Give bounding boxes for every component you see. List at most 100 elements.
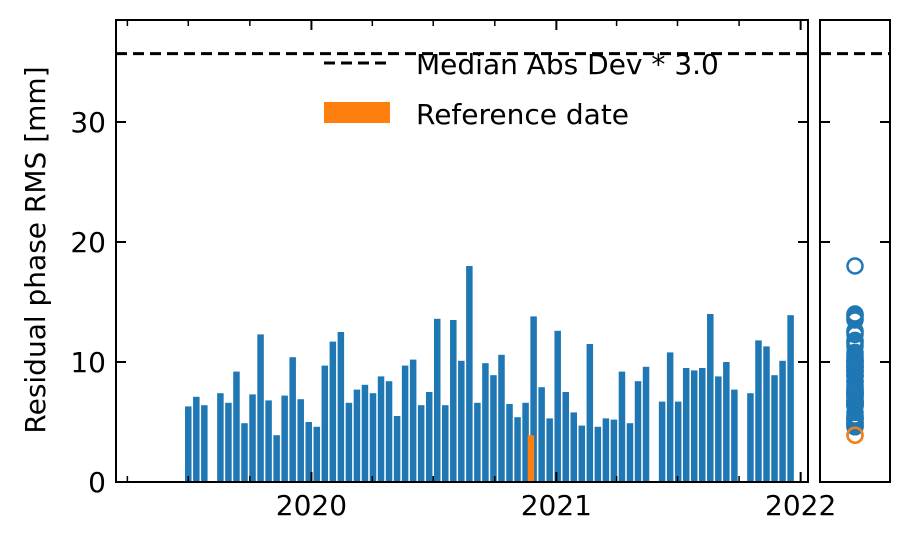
x-tick-label: 2020 bbox=[276, 489, 347, 522]
bar bbox=[682, 368, 690, 482]
bar bbox=[490, 375, 497, 482]
bar bbox=[425, 392, 433, 482]
bar bbox=[747, 393, 754, 482]
y-tick-label: 0 bbox=[88, 466, 106, 499]
bar bbox=[482, 363, 489, 482]
bar bbox=[217, 393, 224, 482]
bar bbox=[321, 365, 329, 482]
bar bbox=[257, 334, 264, 482]
bar bbox=[241, 423, 248, 482]
bar bbox=[225, 402, 232, 482]
bar bbox=[297, 399, 304, 482]
reference-bar-group bbox=[527, 435, 535, 482]
legend-label-threshold: Median Abs Dev * 3.0 bbox=[416, 48, 719, 81]
bar bbox=[417, 405, 425, 482]
bar bbox=[530, 316, 537, 482]
x-tick-label: 2022 bbox=[765, 489, 836, 522]
bar bbox=[450, 320, 457, 482]
scatter-point bbox=[846, 352, 864, 370]
bar bbox=[249, 394, 256, 482]
bar bbox=[699, 368, 706, 482]
bar bbox=[554, 330, 561, 482]
bar bbox=[233, 371, 240, 482]
bar bbox=[393, 416, 401, 482]
bar bbox=[690, 370, 698, 482]
main-plot-frame bbox=[115, 19, 809, 483]
bar bbox=[466, 266, 473, 482]
bar bbox=[546, 418, 553, 482]
bar bbox=[458, 360, 465, 482]
bar bbox=[787, 315, 794, 482]
bar bbox=[763, 346, 770, 482]
bar bbox=[377, 376, 385, 482]
bar bbox=[707, 314, 714, 482]
bar bbox=[674, 401, 682, 482]
reference-point bbox=[846, 426, 864, 444]
scatter-points bbox=[846, 257, 864, 444]
bar bbox=[578, 425, 586, 482]
x-tick-label: 2021 bbox=[521, 489, 592, 522]
bar-series bbox=[185, 266, 794, 482]
bar bbox=[329, 341, 337, 482]
bar bbox=[570, 412, 578, 482]
bar bbox=[731, 389, 738, 482]
legend-label-reference: Reference date bbox=[416, 98, 629, 131]
bar bbox=[506, 404, 513, 482]
bar bbox=[498, 354, 505, 482]
bar bbox=[289, 357, 296, 482]
bar bbox=[369, 393, 377, 482]
scatter-point bbox=[846, 392, 864, 411]
y-tick-label: 10 bbox=[70, 346, 106, 379]
bar bbox=[185, 406, 192, 482]
bar bbox=[305, 422, 312, 482]
bar bbox=[771, 375, 778, 482]
legend-reference-swatch bbox=[324, 102, 390, 123]
bar bbox=[201, 405, 208, 482]
bar bbox=[642, 366, 650, 482]
bar bbox=[265, 400, 272, 482]
bar bbox=[433, 318, 441, 482]
bar bbox=[353, 389, 361, 482]
bar bbox=[658, 401, 666, 482]
bar bbox=[337, 332, 345, 482]
bar bbox=[273, 435, 280, 482]
bar bbox=[562, 392, 569, 482]
main-plot-panel: 0 10 20 30 2020 2021 2022 Residual phase RMS … bbox=[19, 19, 836, 522]
bar bbox=[442, 405, 449, 482]
bar bbox=[634, 381, 642, 482]
bar bbox=[385, 381, 393, 482]
scatter-point bbox=[846, 359, 864, 377]
bar bbox=[474, 402, 481, 482]
y-tick-label: 30 bbox=[70, 106, 106, 139]
side-y-axis-ticks bbox=[820, 121, 890, 483]
side-plot-frame bbox=[819, 19, 891, 483]
bar bbox=[345, 402, 353, 482]
bar bbox=[779, 360, 786, 482]
bar bbox=[281, 395, 288, 482]
scatter-point bbox=[846, 306, 864, 324]
bar bbox=[666, 352, 674, 482]
bar bbox=[602, 418, 610, 482]
scatter-point bbox=[846, 257, 864, 275]
bar bbox=[626, 423, 634, 482]
bar bbox=[401, 365, 409, 482]
reference-bar bbox=[527, 435, 535, 482]
legend: Median Abs Dev * 3.0 Reference date bbox=[324, 48, 719, 131]
scatter-point bbox=[846, 384, 864, 402]
distribution-panel bbox=[819, 19, 891, 483]
bar bbox=[313, 426, 321, 482]
y-tick-label: 20 bbox=[70, 226, 106, 259]
bar bbox=[618, 371, 626, 482]
x-axis-ticks: 2020 2021 2022 bbox=[126, 20, 836, 522]
bar bbox=[193, 396, 200, 482]
y-axis-label: Residual phase RMS [mm] bbox=[19, 66, 52, 433]
bar bbox=[409, 359, 417, 482]
bar bbox=[610, 419, 618, 482]
bar bbox=[755, 340, 762, 482]
bar bbox=[586, 344, 594, 482]
y-axis-ticks: 0 10 20 30 bbox=[70, 106, 808, 499]
scatter-point bbox=[846, 331, 864, 350]
bar bbox=[538, 387, 545, 482]
bar bbox=[723, 362, 730, 482]
